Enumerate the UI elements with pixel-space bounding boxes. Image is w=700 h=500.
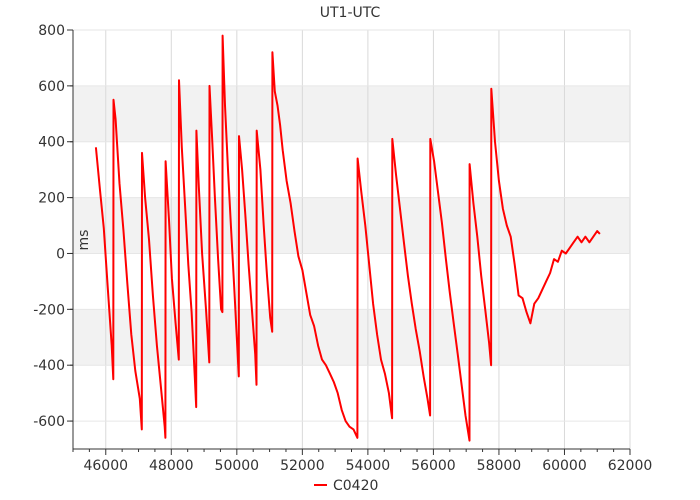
- chart-title: UT1-UTC: [320, 5, 381, 21]
- y-tick-labels: -600 -400 -200 0 200 400 600 800: [33, 23, 65, 430]
- y-tick-label-6: 600: [38, 79, 65, 95]
- x-tick-label-6: 58000: [477, 458, 522, 474]
- band-1: [73, 197, 630, 254]
- gridlines: [73, 29, 631, 449]
- y-tick-label-2: -200: [33, 302, 65, 318]
- x-tick-label-7: 60000: [542, 458, 587, 474]
- x-tick-label-4: 54000: [346, 458, 391, 474]
- legend[interactable]: C0420: [314, 478, 378, 494]
- y-tick-label-5: 400: [38, 135, 65, 151]
- y-tick-label-3: 0: [56, 246, 65, 262]
- x-tick-label-5: 56000: [411, 458, 456, 474]
- y-axis-label: ms: [76, 230, 92, 251]
- background-bands: [73, 85, 630, 366]
- x-tick-label-1: 48000: [149, 458, 194, 474]
- series-line-0: [94, 34, 601, 442]
- x-tick-label-3: 52000: [280, 458, 325, 474]
- y-tick-label-4: 200: [38, 191, 65, 207]
- legend-label: C0420: [333, 478, 378, 494]
- x-tick-label-0: 46000: [83, 458, 128, 474]
- x-tick-label-2: 50000: [215, 458, 260, 474]
- y-tick-label-7: 800: [38, 23, 65, 39]
- y-tick-label-0: -600: [33, 414, 65, 430]
- x-tick-label-8: 62000: [608, 458, 653, 474]
- series-layer: [94, 34, 601, 442]
- x-tick-labels: 46000 48000 50000 52000 54000 56000 58000 60000…: [83, 458, 652, 474]
- y-tick-label-1: -400: [33, 358, 65, 374]
- axes: [67, 29, 631, 455]
- band-0: [73, 85, 630, 142]
